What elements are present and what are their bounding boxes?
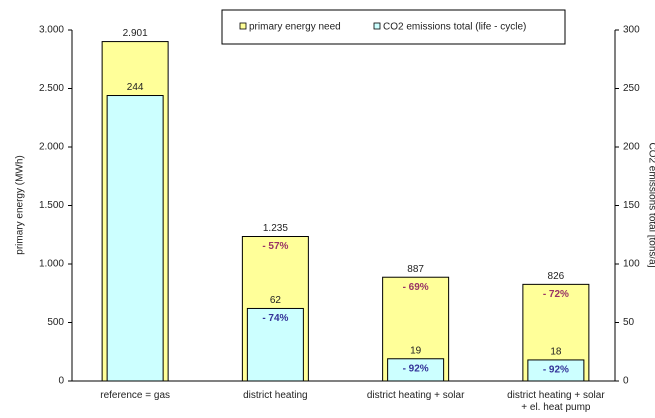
bar bbox=[106, 95, 164, 382]
legend-label: primary energy need bbox=[249, 22, 341, 33]
reduction-label: - 92% bbox=[543, 365, 569, 376]
y-tick-label: 0 bbox=[58, 376, 64, 387]
y-tick-label: 2.000 bbox=[39, 142, 64, 153]
value-label: 62 bbox=[270, 295, 282, 306]
value-label: 19 bbox=[410, 345, 422, 356]
value-label: 1.235 bbox=[263, 223, 288, 234]
y2-tick-label: 0 bbox=[623, 376, 629, 387]
bar bbox=[387, 358, 445, 382]
x-tick-label: district heating + solar bbox=[367, 390, 465, 401]
x-tick-line: + el. heat pump bbox=[521, 402, 591, 413]
reduction-label: - 72% bbox=[543, 289, 569, 300]
y2-tick-label: 250 bbox=[623, 83, 640, 94]
y-tick-label: 1.000 bbox=[39, 259, 64, 270]
reduction-label: - 92% bbox=[403, 363, 429, 374]
reduction-label: - 69% bbox=[403, 282, 429, 293]
y2-tick-label: 50 bbox=[623, 317, 635, 328]
x-tick-label: district heating bbox=[243, 390, 307, 401]
value-label: 244 bbox=[127, 82, 144, 93]
legend-swatch bbox=[239, 22, 247, 30]
value-label: 826 bbox=[548, 271, 565, 282]
y2-tick-label: 150 bbox=[623, 200, 640, 211]
x-tick-label: district heating + solar + el. heat pump bbox=[507, 390, 605, 413]
value-label: 18 bbox=[550, 347, 562, 358]
x-tick-line: district heating + solar bbox=[507, 390, 605, 401]
reduction-label: - 57% bbox=[262, 241, 288, 252]
y-tick-label: 1.500 bbox=[39, 200, 64, 211]
value-label: 2.901 bbox=[123, 28, 148, 39]
reduction-label: - 74% bbox=[262, 313, 288, 324]
legend-swatch bbox=[373, 22, 381, 30]
x-tick-line: district heating bbox=[243, 390, 307, 401]
x-tick-line: district heating + solar bbox=[367, 390, 465, 401]
x-tick-line: reference = gas bbox=[100, 390, 170, 401]
legend-box bbox=[221, 9, 566, 45]
y2-tick-label: 300 bbox=[623, 25, 640, 36]
y-tick-label: 2.500 bbox=[39, 83, 64, 94]
y-tick-label: 500 bbox=[47, 317, 64, 328]
legend-label: CO2 emissions total (life - cycle) bbox=[383, 22, 526, 33]
x-tick-label: reference = gas bbox=[100, 390, 170, 401]
y2-axis-label: CO2 emissions total [tons/a] bbox=[646, 142, 655, 267]
y2-tick-label: 100 bbox=[623, 259, 640, 270]
y-axis-label: primary energy (MWh) bbox=[15, 155, 26, 254]
y-tick-label: 3.000 bbox=[39, 25, 64, 36]
bar bbox=[246, 307, 304, 382]
value-label: 887 bbox=[407, 264, 424, 275]
y2-tick-label: 200 bbox=[623, 142, 640, 153]
bar bbox=[527, 359, 585, 382]
